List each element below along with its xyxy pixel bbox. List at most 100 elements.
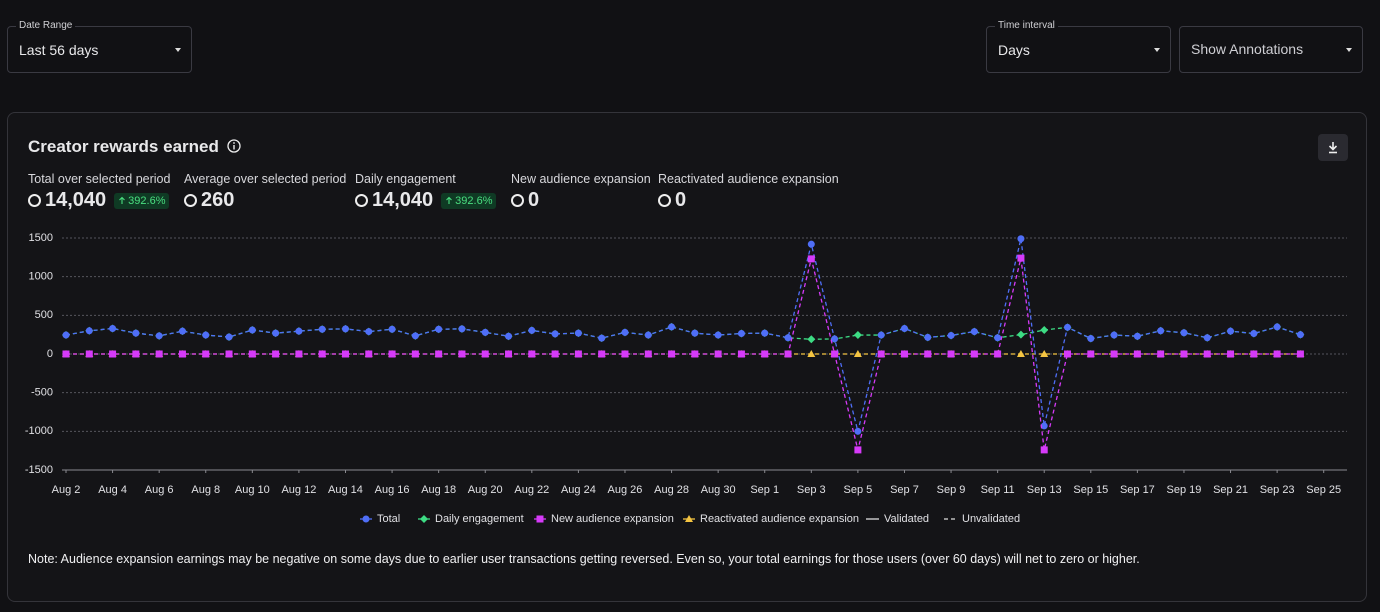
point — [458, 325, 466, 333]
stat-value-row: 14,040 392.6% — [28, 189, 170, 212]
point — [900, 324, 908, 332]
point — [877, 350, 885, 358]
time-interval-select[interactable]: Time interval Days — [986, 20, 1171, 73]
x-tick-label: Sep 9 — [937, 484, 966, 496]
point — [761, 329, 769, 337]
y-tick-label: -1000 — [25, 425, 53, 437]
point — [132, 350, 140, 358]
x-tick-label: Sep 19 — [1167, 484, 1202, 496]
stat-value-row: 0 — [511, 189, 539, 212]
point — [1157, 350, 1165, 358]
x-tick-label: Aug 4 — [98, 484, 127, 496]
point — [178, 350, 186, 358]
change-value: 392.6% — [455, 194, 493, 207]
point — [551, 350, 559, 358]
point — [807, 350, 816, 357]
x-tick-label: Aug 10 — [235, 484, 270, 496]
stat-label: Average over selected period — [184, 172, 347, 186]
point — [1040, 446, 1048, 454]
stat-label: New audience expansion — [511, 172, 651, 186]
point — [1180, 329, 1188, 337]
select-label: Time interval — [995, 20, 1058, 31]
annotations-select[interactable]: Show Annotations — [1179, 26, 1363, 73]
point — [411, 350, 419, 358]
point — [505, 350, 513, 358]
x-tick-label: Aug 22 — [514, 484, 549, 496]
stat-value: 260 — [201, 189, 235, 211]
point — [598, 350, 606, 358]
change-value: 392.6% — [128, 194, 166, 207]
point — [1017, 235, 1025, 243]
point — [853, 331, 862, 340]
point — [178, 327, 186, 335]
y-tick-label: -500 — [31, 387, 53, 399]
up-arrow — [446, 196, 453, 204]
x-tick-label: Aug 18 — [421, 484, 456, 496]
point — [714, 350, 722, 358]
point — [551, 330, 559, 338]
x-tick-label: Sep 3 — [797, 484, 826, 496]
point — [737, 350, 745, 358]
x-tick-label: Sep 25 — [1306, 484, 1341, 496]
point — [62, 331, 70, 339]
date-range-select[interactable]: Date Range Last 56 days — [7, 20, 192, 73]
select-value: Days — [998, 42, 1030, 58]
point — [62, 350, 70, 358]
point — [1180, 350, 1188, 358]
series-line — [66, 257, 1301, 451]
point — [365, 350, 373, 358]
point — [109, 324, 117, 332]
stat-value-row: 260 — [184, 189, 234, 212]
point — [807, 240, 815, 248]
point — [248, 350, 256, 358]
legend-label: Total — [377, 513, 400, 525]
point — [1250, 330, 1258, 338]
point — [1273, 350, 1281, 358]
point — [528, 326, 536, 334]
y-tick-label: 1500 — [29, 232, 53, 244]
point — [900, 350, 908, 358]
download-button[interactable] — [1318, 134, 1348, 161]
point — [411, 332, 419, 340]
legend-marker — [536, 515, 544, 523]
select-value: Show Annotations — [1191, 41, 1304, 57]
x-tick-label: Aug 8 — [191, 484, 220, 496]
point — [668, 350, 676, 358]
point — [435, 325, 443, 333]
point — [621, 350, 629, 358]
point — [644, 350, 652, 358]
legend-marker — [362, 515, 370, 523]
point — [341, 325, 349, 333]
point — [691, 329, 699, 337]
info-icon[interactable] — [226, 139, 241, 153]
point — [155, 332, 163, 340]
point — [924, 350, 932, 358]
point — [109, 350, 117, 358]
x-tick-label: Sep 7 — [890, 484, 919, 496]
title-text: Creator rewards earned — [28, 137, 219, 156]
y-tick-label: 0 — [47, 348, 53, 360]
select-label: Date Range — [16, 20, 76, 31]
y-tick-label: 1000 — [29, 271, 53, 283]
point — [1133, 350, 1141, 358]
point — [1040, 350, 1049, 357]
point — [85, 327, 93, 335]
point — [458, 350, 466, 358]
point — [854, 427, 862, 435]
stat-label: Reactivated audience expansion — [658, 172, 839, 186]
point — [1250, 350, 1258, 358]
point — [528, 350, 536, 358]
point — [202, 331, 210, 339]
point — [1017, 254, 1025, 262]
point — [598, 334, 606, 342]
legend-marker — [420, 515, 428, 523]
point — [1227, 350, 1235, 358]
x-tick-label: Aug 28 — [654, 484, 689, 496]
series — [62, 254, 1304, 454]
point — [831, 350, 839, 358]
legend-label: Unvalidated — [962, 513, 1020, 525]
point — [1064, 323, 1072, 331]
point — [1296, 350, 1304, 358]
point — [994, 350, 1002, 358]
